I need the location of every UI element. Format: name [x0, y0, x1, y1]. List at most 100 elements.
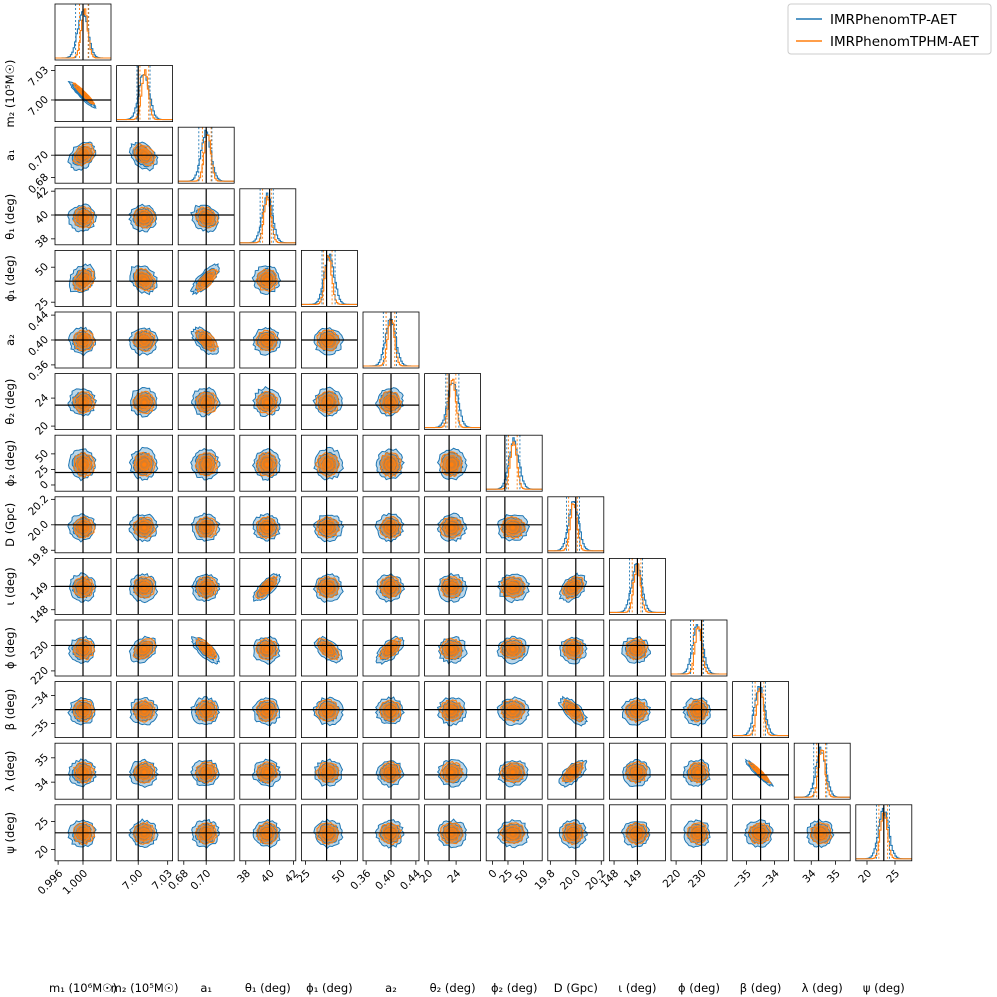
x-tick-label: 25 [295, 868, 313, 886]
panel-deg-vs-m-10-m [116, 742, 173, 800]
panel-d-gpc-vs-deg [424, 496, 482, 554]
panel-deg-vs-deg [300, 619, 358, 677]
histogram-deg [855, 804, 913, 862]
x-tick-label: 149 [622, 868, 645, 891]
panel-frame [485, 558, 543, 615]
panel-frame [362, 742, 420, 800]
panel-frame [424, 804, 482, 862]
panel-contours [178, 558, 235, 615]
panel-frame [54, 249, 112, 307]
panel-contours [486, 743, 543, 800]
histogram-tphm [55, 8, 111, 59]
histogram-tphm [239, 195, 296, 244]
panel-deg-vs-a [362, 434, 420, 492]
panel-contours [424, 558, 481, 615]
panel-frame [54, 188, 112, 246]
contour-peak [81, 770, 87, 775]
contour-peak [264, 585, 270, 590]
panel-frame [793, 804, 851, 862]
histogram-tp [239, 192, 296, 244]
y-axis-label: ϕ₁ (deg) [3, 255, 17, 302]
panel-contours [671, 743, 727, 800]
contour-peak [264, 646, 270, 652]
panel-frame [239, 619, 297, 677]
panel-deg-vs-deg [300, 742, 358, 800]
panel-frame [116, 311, 173, 369]
panel-contours [424, 496, 481, 553]
panel-frame [116, 558, 173, 615]
panel-frame [54, 619, 112, 677]
panel-deg-vs-deg [670, 742, 728, 800]
panel-frame [670, 681, 728, 738]
panel-frame [54, 373, 112, 431]
histogram-content [609, 558, 666, 615]
panel-contours [116, 804, 173, 861]
panel-deg-vs-m-10-m [116, 434, 173, 492]
histogram-tphm [486, 441, 543, 490]
panel-contours [116, 188, 173, 245]
panel-deg-vs-m-10-m [116, 249, 173, 307]
panel-frame [670, 742, 728, 800]
histogram-content [424, 373, 481, 430]
panel-a-vs-deg [239, 311, 297, 369]
histogram-content [486, 435, 543, 492]
panel-frame [300, 249, 358, 307]
contour-peak [510, 585, 515, 590]
panel-deg-vs-deg [670, 804, 728, 862]
panel-contours [178, 804, 235, 861]
panel-contours [671, 804, 727, 861]
panel-deg-vs-a [177, 558, 235, 615]
panels-layer [54, 3, 913, 862]
x-tick-label: 19.8 [533, 868, 558, 893]
panel-m-10-m-vs-m-10-m [54, 65, 112, 122]
panel-contours [116, 496, 173, 553]
histogram-tphm [424, 378, 481, 429]
y-axis-label: ϕ (deg) [3, 627, 17, 669]
panel-d-gpc-vs-a [362, 496, 420, 554]
panel-deg-vs-deg [300, 804, 358, 862]
panel-frame [424, 742, 482, 800]
panel-frame [485, 434, 543, 492]
x-axis-label: a₂ [385, 981, 397, 995]
panel-d-gpc-vs-a [177, 496, 235, 554]
panel-frame [177, 496, 235, 554]
y-tick-label: 0.44 [26, 309, 51, 334]
panel-contours [363, 558, 419, 615]
y-tick-label: 220 [28, 665, 51, 688]
panel-deg-vs-d-gpc [547, 558, 605, 615]
panel-contours [116, 312, 173, 368]
y-tick-label: 230 [28, 639, 51, 662]
contour-peak [142, 770, 147, 775]
panel-contours [116, 435, 173, 492]
panel-frame [239, 742, 297, 800]
panel-contours [178, 435, 235, 492]
panel-deg-vs-m-10-m [54, 558, 112, 615]
panel-deg-vs-m-10-m [54, 188, 112, 246]
panel-deg-vs-a [362, 681, 420, 738]
panel-deg-vs-deg [239, 681, 297, 738]
histogram-a [362, 311, 420, 369]
panel-contours [794, 804, 851, 861]
panel-contours [55, 65, 111, 122]
contour-peak [264, 400, 270, 405]
panel-deg-vs-deg [239, 373, 297, 431]
histogram-content [671, 620, 727, 676]
histogram-d-gpc [547, 496, 605, 554]
panel-frame [177, 188, 235, 246]
panel-deg-vs-deg [300, 681, 358, 738]
y-tick-label: 0.70 [26, 149, 51, 174]
histogram-tp [301, 253, 358, 305]
x-tick-label: 20.0 [558, 868, 583, 893]
legend-entry-0: IMRPhenomTP-AET [830, 12, 957, 28]
panel-deg-vs-deg [485, 742, 543, 800]
panel-frame [300, 681, 358, 738]
contour-peak [264, 462, 270, 467]
y-tick-label: −34 [27, 689, 51, 713]
panel-deg-vs-deg [239, 434, 297, 492]
x-tick-label: 230 [686, 868, 709, 891]
panel-deg-vs-deg [485, 619, 543, 677]
panel-frame [54, 742, 112, 800]
panel-deg-vs-deg [485, 681, 543, 738]
panel-deg-vs-m-10-m [116, 558, 173, 615]
y-tick-label: 34 [33, 776, 51, 794]
